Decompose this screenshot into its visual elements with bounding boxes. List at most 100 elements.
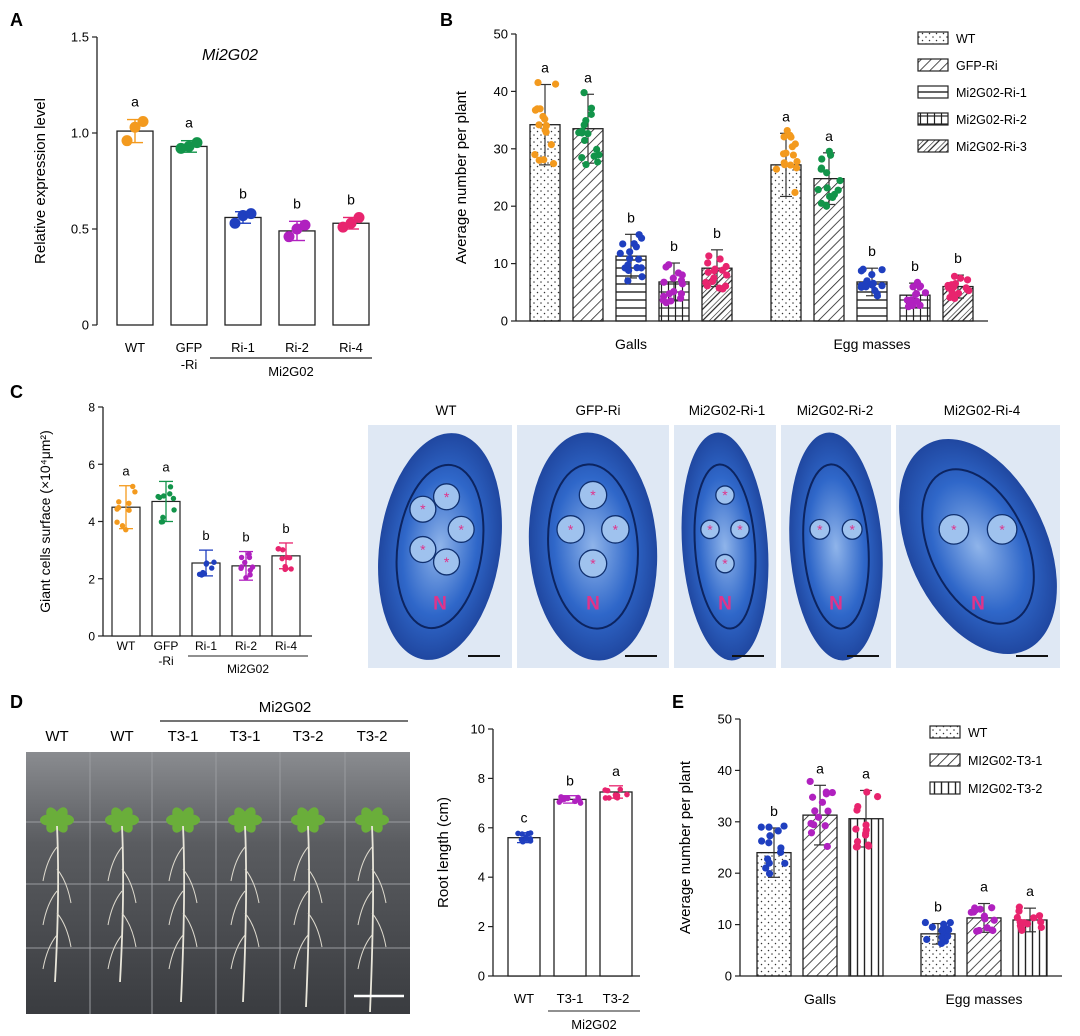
significance-letter: b <box>911 258 919 274</box>
lateral-root <box>168 934 184 970</box>
micrograph-label: Mi2G02-Ri-2 <box>797 403 874 418</box>
primary-root <box>54 825 60 983</box>
data-point <box>852 825 860 833</box>
data-point <box>1037 923 1045 931</box>
data-point <box>783 126 791 135</box>
y-tick-label: 1.0 <box>71 126 89 141</box>
data-point <box>722 262 730 271</box>
x-tick-label: T3-1 <box>557 991 584 1006</box>
gall-section <box>378 433 502 660</box>
lateral-root <box>230 934 246 970</box>
significance-letter: a <box>162 459 170 474</box>
x-tick-label: -Ri <box>158 654 173 668</box>
data-point <box>617 786 624 793</box>
data-point <box>534 78 542 87</box>
data-point <box>817 199 826 207</box>
data-point <box>836 177 844 185</box>
x-tick-label: Ri-1 <box>231 340 255 355</box>
data-point <box>1037 918 1045 926</box>
legend-label: WT <box>968 726 988 740</box>
panel-letter-c: C <box>10 382 23 402</box>
plate-column-label: T3-2 <box>357 728 388 745</box>
plate-column-label: WT <box>110 728 133 745</box>
significance-letter: a <box>825 128 833 144</box>
data-point <box>1035 912 1044 920</box>
data-point <box>602 795 609 801</box>
data-point <box>614 794 621 801</box>
lateral-root <box>42 846 58 882</box>
micrograph-label: Mi2G02-Ri-1 <box>689 403 766 418</box>
data-point <box>811 807 819 815</box>
y-tick-label: 0 <box>725 969 732 984</box>
y-tick-label: 8 <box>88 401 95 415</box>
legend-label: WT <box>956 32 976 46</box>
data-point <box>928 923 936 931</box>
data-point <box>852 843 861 851</box>
giant-cell-asterisk: * <box>444 554 450 570</box>
data-point <box>780 822 788 830</box>
data-point <box>921 918 929 927</box>
giant-cell-asterisk: * <box>590 556 596 572</box>
y-axis-label: Giant cells surface (×10⁴μm²) <box>37 430 53 613</box>
data-point <box>818 798 827 806</box>
data-point <box>939 924 947 933</box>
data-point <box>624 261 632 269</box>
data-point <box>353 211 365 223</box>
significance-letter: a <box>131 94 139 110</box>
data-point <box>806 777 814 786</box>
giant-cell-asterisk: * <box>951 521 957 537</box>
gall-inner-wall <box>693 463 757 630</box>
legend-label: Mi2G02-Ri-3 <box>956 140 1027 154</box>
data-point <box>677 276 686 284</box>
leaf <box>370 807 383 823</box>
data-point <box>869 279 877 287</box>
y-tick-label: 50 <box>718 712 732 727</box>
leaf <box>120 807 133 823</box>
y-tick-label: 10 <box>471 722 485 737</box>
data-point <box>678 271 686 279</box>
y-tick-label: 2 <box>88 572 95 586</box>
data-point <box>229 217 241 229</box>
micrograph-panel: WT * * * * * N GFP-Ri * * * * N Mi2G02-Ri-1 * * * * N Mi2G0… <box>368 403 1060 668</box>
data-point <box>582 160 590 169</box>
x-group-label: Galls <box>804 991 836 1007</box>
lateral-root <box>293 934 309 970</box>
data-point <box>945 926 953 934</box>
panel-letter-b: B <box>440 10 453 30</box>
data-point <box>878 266 886 274</box>
data-point <box>659 296 667 304</box>
leaf <box>243 807 256 823</box>
data-point <box>766 832 774 840</box>
data-point <box>857 267 866 275</box>
x-tick-label: GFP <box>176 340 203 355</box>
data-point <box>878 282 886 290</box>
data-point <box>635 231 643 239</box>
primary-root <box>242 825 248 1003</box>
primary-root <box>305 825 311 1008</box>
data-point <box>283 231 295 243</box>
data-point <box>951 294 959 303</box>
y-tick-label: 40 <box>494 84 508 99</box>
data-point <box>246 554 253 561</box>
data-point <box>137 115 149 127</box>
nematode-mark: N <box>718 593 732 614</box>
micrograph-label: WT <box>436 403 457 418</box>
data-point <box>708 277 717 286</box>
data-point <box>963 276 972 284</box>
significance-letter: a <box>862 765 870 781</box>
bar <box>170 145 208 326</box>
y-tick-label: 0.5 <box>71 222 89 237</box>
data-point <box>119 523 126 529</box>
data-point <box>619 240 627 248</box>
leaf <box>181 807 194 823</box>
data-point <box>299 219 311 231</box>
x-tick-label: GFP <box>154 639 179 653</box>
data-point <box>1023 920 1032 928</box>
lateral-root <box>371 868 387 904</box>
data-point <box>980 912 988 920</box>
y-tick-label: 8 <box>478 771 485 786</box>
data-point <box>862 283 870 291</box>
micrograph-label: Mi2G02-Ri-4 <box>944 403 1021 418</box>
data-point <box>862 821 870 829</box>
gall-section <box>789 432 883 661</box>
